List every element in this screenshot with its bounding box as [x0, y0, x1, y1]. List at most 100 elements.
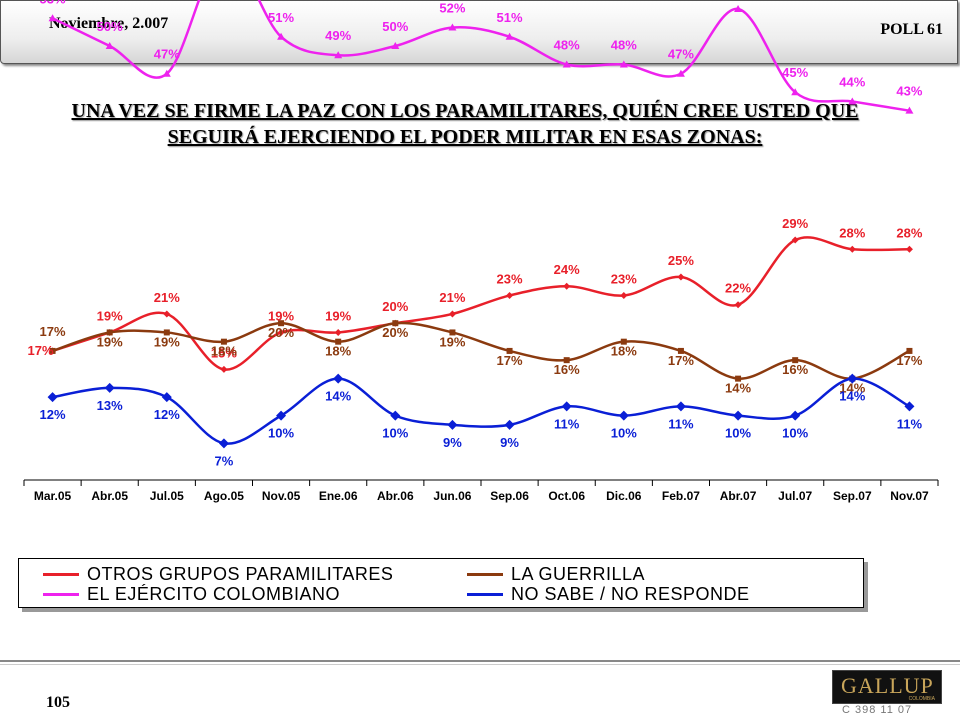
data-point-diamond — [620, 291, 628, 299]
header-banner: Noviembre, 2.007 POLL 61 — [0, 0, 958, 64]
data-label: 12% — [40, 407, 66, 422]
data-label: 25% — [668, 253, 694, 268]
data-point-triangle — [277, 32, 286, 40]
data-point-triangle — [619, 60, 628, 68]
data-label: 23% — [497, 271, 523, 286]
data-label: 9% — [500, 435, 519, 450]
data-label: 20% — [268, 325, 294, 340]
data-point-diamond — [790, 410, 801, 421]
series-line — [52, 377, 911, 445]
data-point-triangle — [734, 5, 743, 13]
data-label: 20% — [382, 325, 408, 340]
x-tick-label: Ago.05 — [204, 489, 244, 503]
x-tick-label: Dic.06 — [606, 489, 642, 503]
data-point-diamond — [334, 328, 342, 336]
data-label: 19% — [154, 334, 180, 349]
data-point-diamond — [848, 245, 856, 253]
data-point-diamond — [904, 401, 915, 412]
data-point-triangle — [562, 60, 571, 68]
x-axis: Mar.05 Abr.05 Jul.05 Ago.05 Nov.05 Ene.06 Abr.… — [23, 479, 939, 503]
data-label: 11% — [668, 416, 694, 431]
data-point-diamond — [618, 410, 629, 421]
series-line — [52, 236, 910, 371]
data-label: 17% — [28, 343, 54, 358]
data-point-square — [906, 347, 913, 354]
x-tick-label: Abr.05 — [91, 489, 128, 503]
data-point-triangle — [791, 88, 800, 96]
x-tick-label: Feb.07 — [662, 489, 700, 503]
data-point-square — [792, 357, 799, 364]
logo-subtitle: COLOMBIA — [908, 696, 935, 702]
data-label: 19% — [97, 334, 123, 349]
data-label: 52% — [439, 1, 465, 16]
logo-wordmark: GALLUP — [841, 673, 934, 698]
data-label: 17% — [896, 353, 922, 368]
data-point-square — [49, 347, 56, 354]
data-label: 14% — [325, 389, 351, 404]
legend: OTROS GRUPOS PARAMILITARES LA GUERRILLA … — [18, 558, 864, 608]
data-point-square — [563, 357, 570, 364]
document-code: C 398 11 07 — [842, 704, 913, 716]
data-label: 19% — [268, 308, 294, 323]
data-label: 28% — [839, 225, 865, 240]
data-label: 19% — [97, 308, 123, 323]
data-point-diamond — [733, 410, 744, 421]
data-point-diamond — [277, 328, 285, 336]
data-point-diamond — [504, 419, 515, 430]
legend-swatch — [467, 593, 503, 596]
chart-title: UNA VEZ SE FIRME LA PAZ CON LOS PARAMILI… — [71, 100, 859, 148]
data-point-square — [278, 320, 285, 327]
report-date: Noviembre, 2.007 — [49, 15, 169, 32]
footer-divider — [0, 660, 960, 662]
data-point-square — [220, 338, 227, 345]
data-point-diamond — [506, 291, 514, 299]
x-tick-label: Jun.06 — [433, 489, 471, 503]
data-label: 22% — [725, 281, 751, 296]
data-label: 43% — [896, 84, 922, 99]
data-label: 14% — [839, 381, 865, 396]
data-point-square — [163, 329, 170, 336]
data-point-square — [335, 338, 342, 345]
data-point-diamond — [905, 245, 913, 253]
data-point-diamond — [791, 236, 799, 244]
data-point-diamond — [390, 410, 401, 421]
x-tick-label: Jul.07 — [778, 489, 812, 503]
data-label: 48% — [611, 37, 637, 52]
data-label: 19% — [325, 308, 351, 323]
data-point-triangle — [848, 97, 857, 105]
data-point-diamond — [47, 392, 58, 403]
data-point-square — [506, 347, 513, 354]
data-label: 9% — [443, 435, 462, 450]
legend-swatch — [43, 593, 79, 596]
data-label: 21% — [154, 290, 180, 305]
data-label: 53% — [40, 0, 66, 6]
data-label: 16% — [554, 362, 580, 377]
data-point-diamond — [276, 410, 287, 421]
page-number: 105 — [46, 694, 70, 711]
x-tick-label: Mar.05 — [34, 489, 72, 503]
data-label: 49% — [325, 28, 351, 43]
data-label: 10% — [782, 426, 808, 441]
legend-swatch — [467, 573, 503, 576]
data-point-triangle — [905, 106, 914, 114]
data-point-diamond — [563, 282, 571, 290]
data-point-diamond — [218, 438, 229, 449]
data-label: 14% — [725, 381, 751, 396]
x-tick-label: Nov.07 — [890, 489, 929, 503]
data-point-triangle — [448, 23, 457, 31]
data-point-square — [735, 375, 742, 382]
data-point-diamond — [220, 365, 228, 373]
data-point-diamond — [847, 373, 858, 384]
data-point-diamond — [447, 419, 458, 430]
data-point-triangle — [162, 69, 171, 77]
x-tick-label: Nov.05 — [262, 489, 301, 503]
data-label: 29% — [782, 216, 808, 231]
data-point-diamond — [104, 382, 115, 393]
footer-divider-light — [0, 664, 960, 665]
data-label: 10% — [611, 426, 637, 441]
data-label: 17% — [40, 324, 66, 339]
data-label: 47% — [668, 47, 694, 62]
data-point-triangle — [391, 42, 400, 49]
data-label: 50% — [97, 19, 123, 34]
